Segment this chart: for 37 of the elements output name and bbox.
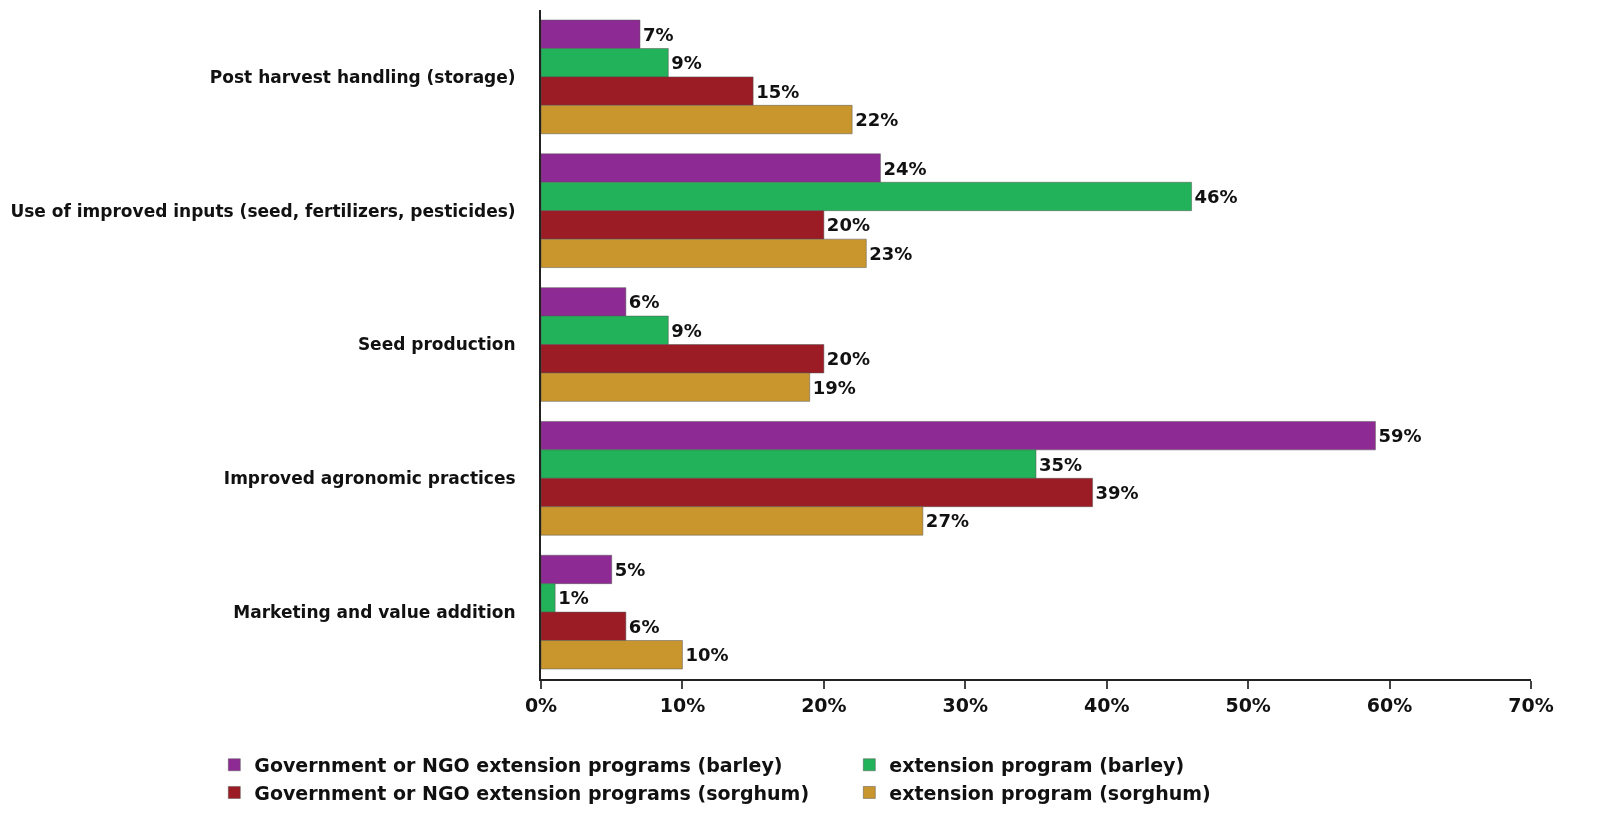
data-label: 9% xyxy=(671,319,702,341)
data-label: 6% xyxy=(628,615,660,637)
data-label: 39% xyxy=(1095,482,1139,504)
x-tick-label: 70% xyxy=(1508,693,1554,716)
x-tick-label: 30% xyxy=(942,693,989,716)
data-label: 15% xyxy=(756,80,800,102)
data-label: 1% xyxy=(558,587,589,609)
x-tick-label: 40% xyxy=(1083,693,1130,716)
y-tick-label: Marketing and value addition xyxy=(233,602,516,623)
x-tick-label: 0% xyxy=(524,693,558,716)
data-label: 27% xyxy=(925,510,969,532)
data-label: 46% xyxy=(1194,185,1238,207)
data-label: 35% xyxy=(1039,453,1083,475)
data-label: 20% xyxy=(826,214,870,236)
data-label: 7% xyxy=(643,23,674,45)
y-tick-label: Use of improved inputs (seed, fertilizers, pesticides) xyxy=(10,200,516,221)
data-label: 23% xyxy=(869,242,913,264)
data-label: 59% xyxy=(1378,425,1422,447)
data-label: 9% xyxy=(671,52,702,74)
data-label: 6% xyxy=(628,291,660,313)
x-tick-label: 20% xyxy=(801,693,847,716)
legend-label: Government or NGO extension programs (barley) xyxy=(254,754,783,777)
x-tick-label: 10% xyxy=(659,693,706,716)
data-label: 19% xyxy=(812,376,856,398)
legend-label: extension program (sorghum) xyxy=(889,781,1211,804)
data-label: 22% xyxy=(855,109,899,131)
y-tick-label: Improved agronomic practices xyxy=(223,468,516,489)
y-tick-label: Seed production xyxy=(357,334,516,355)
data-label: 5% xyxy=(614,558,646,580)
data-label: 20% xyxy=(826,348,870,370)
data-label: 24% xyxy=(883,157,927,179)
x-tick-label: 60% xyxy=(1366,693,1413,716)
x-tick-label: 50% xyxy=(1225,693,1271,716)
y-tick-label: Post harvest handling (storage) xyxy=(209,66,516,87)
legend-label: Government or NGO extension programs (sorghum) xyxy=(254,781,810,804)
legend-label: extension program (barley) xyxy=(889,754,1185,777)
data-label: 10% xyxy=(685,644,729,666)
